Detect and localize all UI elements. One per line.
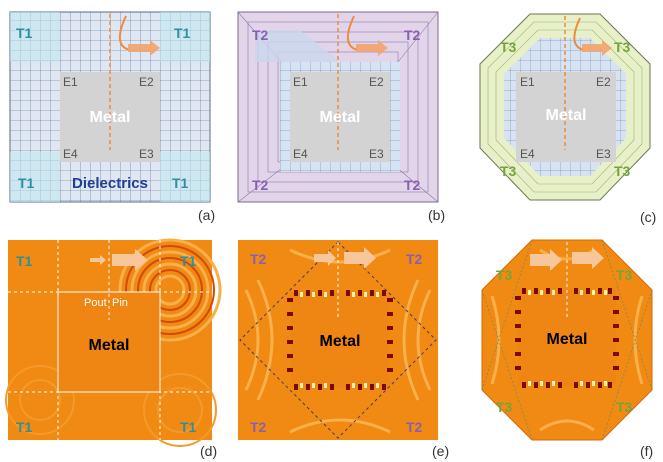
metal-label: Metal <box>89 337 130 354</box>
edge-label: E3 <box>139 147 154 161</box>
orange-arrow-icon <box>572 247 604 269</box>
edge-label: E2 <box>596 75 611 89</box>
metal-block <box>290 292 390 388</box>
region-label: T1 <box>174 25 191 41</box>
orange-arrow-icon <box>530 249 562 271</box>
orange-arrow-icon <box>344 247 376 269</box>
p-out-label: Pout <box>84 297 107 309</box>
edge-label: E4 <box>63 147 78 161</box>
region-label: T2 <box>404 27 421 43</box>
orange-arrow-icon <box>356 40 388 56</box>
region-label: T2 <box>250 251 267 267</box>
metal-block <box>290 72 390 162</box>
region-label: T2 <box>252 177 269 193</box>
p-in-label: Pin <box>112 297 128 309</box>
orange-arrow-icon <box>582 40 612 56</box>
region-label: T3 <box>496 267 513 283</box>
t1-region <box>10 152 60 202</box>
metal-label: Metal <box>547 331 588 348</box>
region-label: T3 <box>614 39 631 55</box>
region-label: T2 <box>406 251 423 267</box>
metal-label: Metal <box>546 107 587 124</box>
metal-block <box>516 72 616 162</box>
orange-arrow-icon <box>128 40 160 56</box>
edge-label: E4 <box>293 147 308 161</box>
metal-label: Metal <box>320 333 361 350</box>
t1-region <box>160 12 210 62</box>
ripple-pattern <box>125 245 215 335</box>
orange-arrow-icon <box>90 255 106 265</box>
edge-label: E1 <box>63 75 78 89</box>
panel-sublabel: (c) <box>640 209 656 225</box>
edge-label: E2 <box>369 75 384 89</box>
dielectric-region <box>255 30 338 62</box>
dielectrics-label: Dielectrics <box>72 175 148 192</box>
boundary-lines <box>8 240 212 440</box>
panel-d: T1 T1 T1 T1 Pout Pin Metal (d) <box>5 238 222 459</box>
region-label: T1 <box>16 25 33 41</box>
region-label: T3 <box>614 163 631 179</box>
orange-arrow-icon <box>314 250 336 266</box>
ripple-pattern <box>244 248 432 434</box>
edge-label: E3 <box>369 147 384 161</box>
curved-path-icon <box>119 15 131 51</box>
panel-e: T2 T2 T2 T2 Metal (e) <box>238 240 449 459</box>
region-label: T2 <box>250 419 267 435</box>
edge-label: E1 <box>293 75 308 89</box>
hotspots <box>287 290 393 390</box>
orange-arrow-icon <box>112 249 148 271</box>
panel-f: T3 T3 T3 T3 Metal (f) <box>481 239 653 459</box>
region-label: T1 <box>18 175 35 191</box>
panel-c: T3 T3 T3 T3 Metal E1 E2 E4 E3 (c) <box>479 13 656 225</box>
edge-label: E2 <box>139 75 154 89</box>
transformation-boundary <box>239 241 437 439</box>
metal-block <box>518 290 616 386</box>
region-label: T3 <box>616 399 633 415</box>
edge-label: E1 <box>520 75 535 89</box>
region-label: T1 <box>180 419 197 435</box>
region-label: T1 <box>16 419 33 435</box>
hotspots <box>515 288 619 388</box>
region-label: T2 <box>252 27 269 43</box>
region-label: T1 <box>16 253 33 269</box>
region-label: T3 <box>496 399 513 415</box>
curved-path-icon <box>347 15 359 51</box>
panel-sublabel: (d) <box>200 443 217 459</box>
panel-b: T2 T2 T2 T2 Metal E1 E2 E4 E3 (b) <box>237 11 445 223</box>
metal-label: Metal <box>320 109 361 126</box>
panel-sublabel: (b) <box>428 207 445 223</box>
panel-sublabel: (a) <box>198 207 215 223</box>
region-label: T3 <box>500 39 517 55</box>
region-label: T1 <box>172 175 189 191</box>
region-label: T2 <box>404 177 421 193</box>
metal-label: Metal <box>90 109 131 126</box>
edge-label: E4 <box>520 147 535 161</box>
region-label: T2 <box>406 419 423 435</box>
region-label: T3 <box>500 163 517 179</box>
region-label: T3 <box>616 267 633 283</box>
ripple-pattern <box>5 365 217 447</box>
t1-region <box>160 152 210 202</box>
edge-label: E3 <box>596 147 611 161</box>
panel-sublabel: (f) <box>640 443 653 459</box>
t1-region <box>10 12 60 62</box>
region-label: T1 <box>180 253 197 269</box>
ripple-pattern <box>118 238 222 342</box>
curved-path-icon <box>573 17 585 51</box>
panel-sublabel: (e) <box>432 443 449 459</box>
panel-a: T1 T1 T1 T1 Metal Dielectrics E1 E2 E4 E… <box>9 11 215 223</box>
